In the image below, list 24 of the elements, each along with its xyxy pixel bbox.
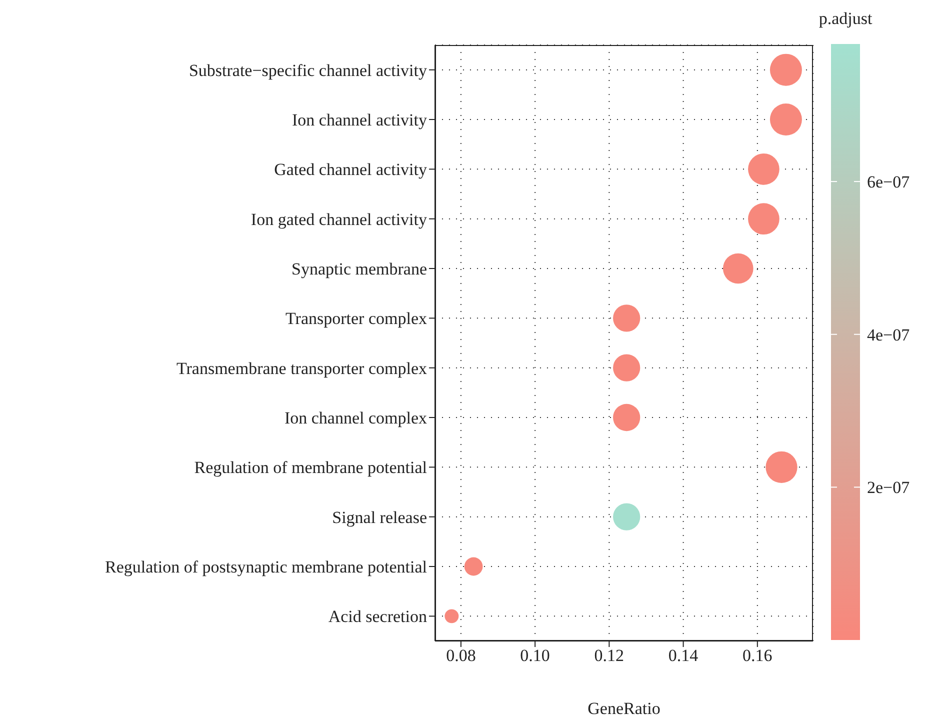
y-tick-label: Regulation of postsynaptic membrane potential [105,558,428,577]
x-tick-label: 0.14 [668,646,699,666]
y-tick-label: Regulation of membrane potential [194,458,428,478]
point [722,253,754,284]
x-tick-label: 0.12 [594,646,624,666]
y-tick-label: Ion gated channel activity [250,210,428,229]
x-tick-label: 0.16 [742,646,772,666]
y-tick-label: Synaptic membrane [292,260,427,279]
y-tick-label: Transporter complex [286,309,428,328]
y-tick-label: Ion channel activity [292,110,428,130]
color-bar-label: 6e−07 [867,172,910,192]
color-bar-title: p.adjust [818,9,872,28]
y-tick-label: Signal release [332,508,427,527]
x-tick-label: 0.08 [446,646,476,666]
x-axis-title: GeneRatio [588,699,660,716]
y-tick-label: Substrate−specific channel activity [188,60,428,80]
y-tick-label: Gated channel activity [274,160,428,180]
y-tick-label: Acid secretion [328,607,428,626]
color-bar-label: 4e−07 [867,325,910,344]
y-tick-label: Ion channel complex [284,408,428,428]
x-tick-label: 0.10 [520,646,550,666]
color-bar-label: 2e−07 [867,478,910,498]
point [613,404,640,432]
y-tick-label: Transmembrane transporter complex [176,358,428,378]
